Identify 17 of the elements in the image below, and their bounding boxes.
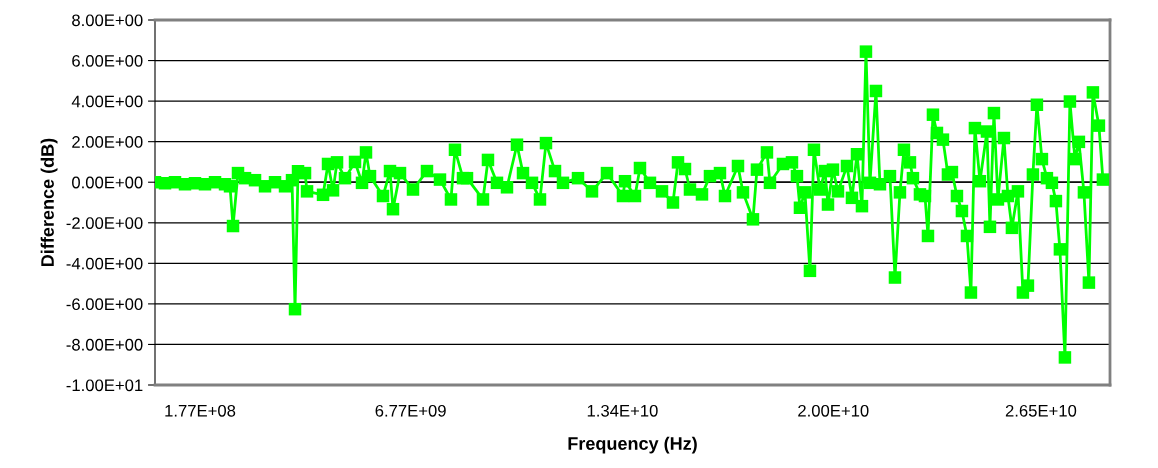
y-tick-label: -4.00E+00 <box>66 257 143 270</box>
x-tick-label: 2.00E+10 <box>798 404 869 417</box>
x-tick-label: 1.77E+08 <box>165 404 236 417</box>
y-axis-title: Difference (dB) <box>40 138 58 266</box>
y-tick-label: 0.00E+00 <box>72 176 143 189</box>
x-tick-label: 6.77E+09 <box>375 404 446 417</box>
y-tick-label: 2.00E+00 <box>72 136 143 148</box>
y-tick-label: -1.00E+01 <box>66 379 143 392</box>
y-tick-label: 8.00E+00 <box>72 14 143 27</box>
y-tick-label: -8.00E+00 <box>66 338 143 351</box>
x-tick-label: 2.65E+10 <box>1005 404 1077 417</box>
y-tick-label: 4.00E+00 <box>71 95 143 108</box>
y-tick-label: 6.00E+00 <box>72 54 143 67</box>
x-tick-label: 1.34E+10 <box>587 404 658 417</box>
y-tick-label: -2.00E+00 <box>66 217 143 229</box>
y-tick-label: -6.00E+00 <box>66 298 143 311</box>
x-axis-title: Frequency (Hz) <box>568 436 697 454</box>
